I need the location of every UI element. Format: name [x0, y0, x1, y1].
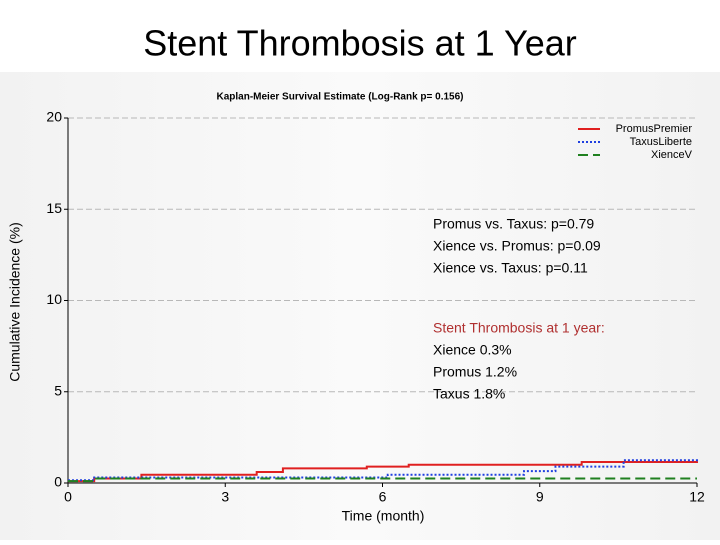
annotation: Promus 1.2%: [433, 364, 517, 380]
annotation-heading: Stent Thrombosis at 1 year:: [433, 320, 605, 336]
series-line: [68, 477, 697, 483]
annotation: Xience vs. Taxus: p=0.11: [433, 260, 588, 276]
y-axis-label: Cumulative Incidence (%): [7, 222, 23, 382]
x-tick-label: 6: [379, 489, 387, 505]
x-tick-label: 12: [689, 489, 705, 505]
legend-label: TaxusLiberte: [630, 136, 692, 148]
legend-label: XienceV: [651, 149, 693, 161]
chart-background: [0, 72, 720, 540]
x-axis-label: Time (month): [342, 508, 425, 524]
y-tick-label: 0: [54, 474, 62, 490]
x-tick-label: 0: [64, 489, 72, 505]
chart-title: Kaplan-Meier Survival Estimate (Log-Rank…: [216, 92, 463, 103]
y-tick-label: 15: [46, 200, 62, 216]
annotation: Xience 0.3%: [433, 342, 512, 358]
x-tick-label: 3: [221, 489, 229, 505]
slide-title: Stent Thrombosis at 1 Year: [143, 23, 577, 64]
legend-label: PromusPremier: [616, 123, 693, 135]
annotation: Xience vs. Promus: p=0.09: [433, 238, 601, 254]
annotation: Taxus 1.8%: [433, 386, 505, 402]
x-tick-label: 9: [536, 489, 544, 505]
y-tick-label: 10: [46, 291, 62, 307]
y-tick-label: 20: [46, 109, 62, 125]
y-tick-label: 5: [54, 382, 62, 398]
annotation: Promus vs. Taxus: p=0.79: [433, 216, 594, 232]
series-line: [68, 459, 698, 482]
